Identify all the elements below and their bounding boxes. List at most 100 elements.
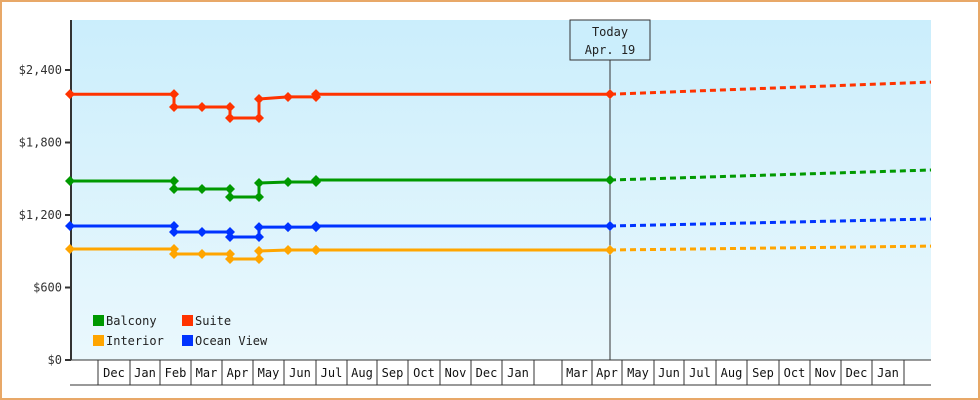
data-point[interactable] bbox=[283, 222, 293, 233]
data-point[interactable] bbox=[254, 222, 264, 233]
data-point[interactable] bbox=[197, 101, 207, 112]
x-month-label: Jan bbox=[877, 366, 899, 380]
x-month-label: Sep bbox=[752, 366, 774, 380]
series-suite bbox=[65, 80, 932, 123]
data-point[interactable] bbox=[225, 191, 235, 202]
data-point[interactable] bbox=[254, 177, 264, 188]
data-point[interactable] bbox=[254, 231, 264, 242]
x-month-label: Jan bbox=[507, 366, 529, 380]
data-point[interactable] bbox=[169, 184, 179, 195]
data-point[interactable] bbox=[65, 220, 75, 231]
data-point[interactable] bbox=[605, 220, 615, 231]
y-tick-label: $600 bbox=[33, 281, 62, 295]
y-tick-label: $0 bbox=[48, 353, 62, 367]
y-tick-label: $1,200 bbox=[19, 208, 62, 222]
x-month-label: Jul bbox=[321, 366, 343, 380]
x-axis: Dec Jan Feb Mar Apr May Jun Jul Aug Sep Oct Nov Dec J… bbox=[70, 359, 931, 386]
x-month-label: Mar bbox=[566, 366, 588, 380]
x-month-label: Feb bbox=[165, 366, 187, 380]
data-point[interactable] bbox=[225, 184, 235, 195]
x-month-label: Jan bbox=[134, 366, 156, 380]
data-point[interactable] bbox=[254, 112, 264, 123]
data-point[interactable] bbox=[169, 220, 179, 231]
y-axis: $0 $600 $1,200 $1,800 $2,400 bbox=[19, 20, 72, 367]
legend-item-ocean-view[interactable]: Ocean View bbox=[182, 334, 268, 348]
legend-label: Ocean View bbox=[195, 334, 268, 348]
data-point[interactable] bbox=[65, 176, 75, 187]
today-box bbox=[569, 19, 651, 61]
forecast-line bbox=[609, 217, 932, 228]
x-month-label: Jun bbox=[289, 366, 311, 380]
legend-item-interior[interactable]: Interior bbox=[93, 334, 164, 348]
series-balcony bbox=[65, 168, 932, 202]
data-point[interactable] bbox=[65, 89, 75, 100]
x-month-label: Aug bbox=[351, 366, 373, 380]
y-tick-label: $2,400 bbox=[19, 63, 62, 77]
data-point[interactable] bbox=[197, 227, 207, 238]
data-point[interactable] bbox=[169, 249, 179, 260]
x-month-label: Dec bbox=[476, 366, 498, 380]
x-month-label: Nov bbox=[445, 366, 467, 380]
x-month-label: Mar bbox=[196, 366, 218, 380]
data-point[interactable] bbox=[283, 91, 293, 102]
series-interior bbox=[65, 243, 932, 264]
data-point[interactable] bbox=[254, 253, 264, 264]
data-point[interactable] bbox=[283, 177, 293, 188]
legend: Balcony Suite Interior Ocean View bbox=[93, 314, 268, 348]
legend-label: Balcony bbox=[106, 314, 157, 328]
legend-swatch bbox=[182, 335, 193, 346]
data-point[interactable] bbox=[254, 246, 264, 257]
x-month-label: Dec bbox=[846, 366, 868, 380]
x-month-label: Sep bbox=[382, 366, 404, 380]
x-month-label: Jul bbox=[689, 366, 711, 380]
series-group bbox=[65, 80, 932, 264]
data-point[interactable] bbox=[225, 231, 235, 242]
x-month-label: Aug bbox=[721, 366, 743, 380]
data-point[interactable] bbox=[225, 112, 235, 123]
data-point[interactable] bbox=[311, 220, 321, 231]
data-point[interactable] bbox=[169, 227, 179, 238]
data-point[interactable] bbox=[311, 245, 321, 256]
legend-item-balcony[interactable]: Balcony bbox=[93, 314, 157, 328]
data-point[interactable] bbox=[169, 176, 179, 187]
forecast-line bbox=[609, 168, 932, 182]
data-point[interactable] bbox=[169, 101, 179, 112]
data-point[interactable] bbox=[283, 245, 293, 256]
data-point[interactable] bbox=[197, 184, 207, 195]
forecast-line bbox=[609, 244, 932, 252]
data-point[interactable] bbox=[605, 89, 615, 100]
data-point[interactable] bbox=[169, 243, 179, 254]
legend-label: Interior bbox=[106, 334, 164, 348]
data-point[interactable] bbox=[169, 89, 179, 100]
data-point[interactable] bbox=[254, 191, 264, 202]
x-month-label: Dec bbox=[103, 366, 125, 380]
series-ocean-view bbox=[65, 217, 932, 242]
today-label: Today bbox=[592, 25, 628, 39]
x-month-label: Apr bbox=[596, 366, 618, 380]
data-point[interactable] bbox=[225, 253, 235, 264]
data-point[interactable] bbox=[311, 89, 321, 100]
x-month-label: Oct bbox=[784, 366, 806, 380]
today-marker: Today Apr. 19 bbox=[569, 19, 651, 360]
legend-label: Suite bbox=[195, 314, 231, 328]
legend-swatch bbox=[182, 315, 193, 326]
data-point[interactable] bbox=[225, 101, 235, 112]
data-point[interactable] bbox=[197, 249, 207, 260]
data-point[interactable] bbox=[605, 245, 615, 256]
x-month-label: Oct bbox=[413, 366, 435, 380]
data-point[interactable] bbox=[254, 94, 264, 104]
legend-swatch bbox=[93, 335, 104, 346]
y-tick-label: $1,800 bbox=[19, 136, 62, 150]
data-point[interactable] bbox=[311, 174, 321, 185]
x-month-label: Apr bbox=[227, 366, 249, 380]
x-month-label: Nov bbox=[815, 366, 837, 380]
x-month-label: May bbox=[627, 366, 649, 380]
today-date: Apr. 19 bbox=[585, 43, 636, 57]
x-month-label: May bbox=[258, 366, 280, 380]
x-month-label: Jun bbox=[658, 366, 680, 380]
legend-item-suite[interactable]: Suite bbox=[182, 314, 231, 328]
data-point[interactable] bbox=[65, 243, 75, 254]
data-point[interactable] bbox=[605, 174, 615, 185]
legend-swatch bbox=[93, 315, 104, 326]
